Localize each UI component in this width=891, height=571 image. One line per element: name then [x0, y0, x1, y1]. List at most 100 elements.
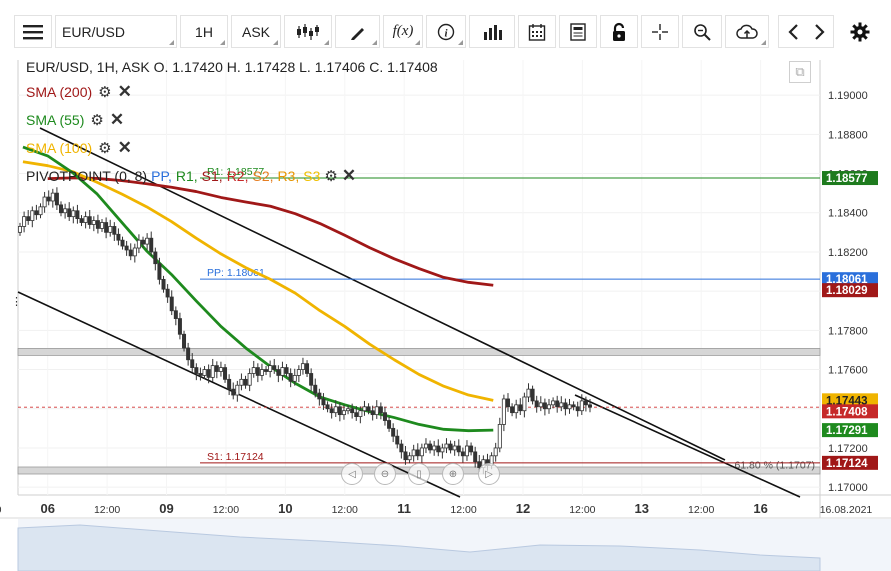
candle-body[interactable] — [284, 367, 289, 374]
candle-body[interactable] — [276, 369, 281, 376]
candle-body[interactable] — [22, 216, 27, 227]
candle-body[interactable] — [71, 210, 76, 218]
reset-button[interactable]: ▯ — [408, 463, 430, 485]
candle-body[interactable] — [30, 210, 35, 221]
candle-body[interactable] — [136, 239, 141, 249]
candle-body[interactable] — [79, 218, 84, 223]
candle-body[interactable] — [54, 192, 59, 206]
candle-body[interactable] — [247, 373, 252, 386]
expand-button[interactable]: ⧉ — [789, 61, 811, 83]
candle-body[interactable] — [300, 363, 305, 370]
sma-line-100[interactable] — [22, 160, 494, 402]
crosshair-button[interactable] — [641, 15, 679, 48]
candle-body[interactable] — [473, 451, 478, 463]
sma100-settings-icon[interactable]: ⚙ — [98, 140, 112, 157]
candle-body[interactable] — [493, 447, 498, 457]
candle-body[interactable] — [440, 447, 445, 453]
candle-body[interactable] — [559, 402, 564, 408]
candle-body[interactable] — [370, 410, 375, 416]
candle-body[interactable] — [374, 406, 379, 416]
candle-body[interactable] — [567, 404, 572, 410]
candle-body[interactable] — [100, 222, 105, 229]
scroll-right-button[interactable]: ▷ — [478, 463, 500, 485]
pivot-settings-icon[interactable]: ⚙ — [324, 168, 338, 185]
candle-body[interactable] — [231, 388, 236, 396]
candle-body[interactable] — [362, 406, 367, 412]
candle-body[interactable] — [17, 226, 22, 233]
candle-body[interactable] — [190, 359, 195, 368]
candle-body[interactable] — [341, 410, 346, 416]
candle-body[interactable] — [530, 388, 535, 402]
candle-body[interactable] — [505, 398, 510, 408]
candle-body[interactable] — [251, 367, 256, 374]
indicators-button[interactable]: f(x) — [383, 15, 423, 48]
candle-body[interactable] — [354, 412, 359, 417]
candle-body[interactable] — [198, 373, 203, 376]
candle-body[interactable] — [165, 288, 170, 298]
candle-body[interactable] — [514, 404, 519, 414]
settings-button[interactable] — [846, 19, 874, 45]
candle-body[interactable] — [87, 216, 92, 225]
legend-pivotpoint[interactable]: PIVOTPOINT (0, 8) PP, R1, S1, R2, S2, R3… — [26, 166, 356, 186]
candle-body[interactable] — [296, 369, 301, 376]
zoom-in-button[interactable]: ⊕ — [442, 463, 464, 485]
candle-body[interactable] — [538, 402, 543, 408]
candle-body[interactable] — [391, 427, 396, 437]
candle-body[interactable] — [407, 455, 412, 461]
sma200-close-icon[interactable]: ✕ — [117, 82, 132, 101]
candle-body[interactable] — [464, 445, 469, 457]
candle-body[interactable] — [358, 410, 363, 417]
candle-body[interactable] — [563, 402, 568, 410]
cloud-button[interactable] — [725, 15, 769, 48]
news-button[interactable] — [559, 15, 597, 48]
candle-body[interactable] — [145, 237, 150, 245]
candle-body[interactable] — [583, 400, 588, 406]
lock-button[interactable] — [600, 15, 638, 48]
candle-body[interactable] — [522, 396, 527, 412]
candle-body[interactable] — [67, 208, 72, 218]
candle-body[interactable] — [59, 204, 64, 214]
candle-body[interactable] — [104, 222, 109, 233]
candle-body[interactable] — [497, 424, 502, 449]
candle-body[interactable] — [333, 406, 338, 414]
candle-body[interactable] — [346, 408, 351, 412]
candle-body[interactable] — [186, 347, 191, 361]
sma100-close-icon[interactable]: ✕ — [117, 138, 132, 157]
chart-type-button[interactable] — [284, 15, 332, 48]
candle-body[interactable] — [387, 420, 392, 429]
candle-body[interactable] — [124, 245, 129, 251]
candle-body[interactable] — [214, 365, 219, 372]
candle-body[interactable] — [169, 296, 174, 312]
sma55-settings-icon[interactable]: ⚙ — [90, 112, 104, 129]
candle-body[interactable] — [218, 367, 223, 372]
candle-body[interactable] — [456, 445, 461, 453]
candle-body[interactable] — [239, 378, 244, 386]
interval-select[interactable]: 1H — [180, 15, 228, 48]
candle-body[interactable] — [460, 451, 465, 457]
candle-body[interactable] — [243, 378, 248, 386]
candle-body[interactable] — [75, 210, 80, 220]
candle-body[interactable] — [329, 408, 334, 414]
candle-body[interactable] — [46, 196, 51, 202]
candle-body[interactable] — [305, 363, 310, 374]
candle-body[interactable] — [108, 226, 113, 233]
sma-line-55[interactable] — [22, 145, 494, 433]
candle-body[interactable] — [264, 369, 269, 372]
next-button[interactable] — [806, 15, 834, 48]
candle-body[interactable] — [280, 367, 285, 376]
legend-sma55[interactable]: SMA (55) ⚙ ✕ — [26, 110, 124, 130]
zoom-button[interactable] — [682, 15, 722, 48]
candle-body[interactable] — [223, 367, 228, 380]
candle-body[interactable] — [378, 406, 383, 414]
candle-body[interactable] — [120, 239, 125, 247]
symbol-select[interactable]: EUR/USD — [55, 15, 177, 48]
candle-body[interactable] — [419, 447, 424, 457]
candle-body[interactable] — [436, 445, 441, 453]
candle-body[interactable] — [272, 365, 277, 370]
candle-body[interactable] — [268, 365, 273, 372]
candle-body[interactable] — [452, 445, 457, 451]
candle-body[interactable] — [526, 388, 531, 398]
candle-body[interactable] — [571, 404, 576, 408]
candle-body[interactable] — [399, 443, 404, 453]
sma200-settings-icon[interactable]: ⚙ — [98, 84, 112, 101]
